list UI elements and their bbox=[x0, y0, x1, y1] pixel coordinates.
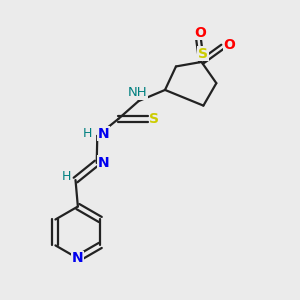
Text: S: S bbox=[198, 47, 208, 61]
Text: H: H bbox=[61, 170, 71, 183]
Text: S: S bbox=[149, 112, 159, 126]
Text: O: O bbox=[223, 38, 235, 52]
Text: NH: NH bbox=[128, 86, 148, 99]
Text: N: N bbox=[98, 127, 110, 140]
Text: N: N bbox=[72, 251, 84, 266]
Text: H: H bbox=[83, 127, 93, 140]
Text: O: O bbox=[194, 26, 206, 40]
Text: N: N bbox=[98, 156, 109, 170]
